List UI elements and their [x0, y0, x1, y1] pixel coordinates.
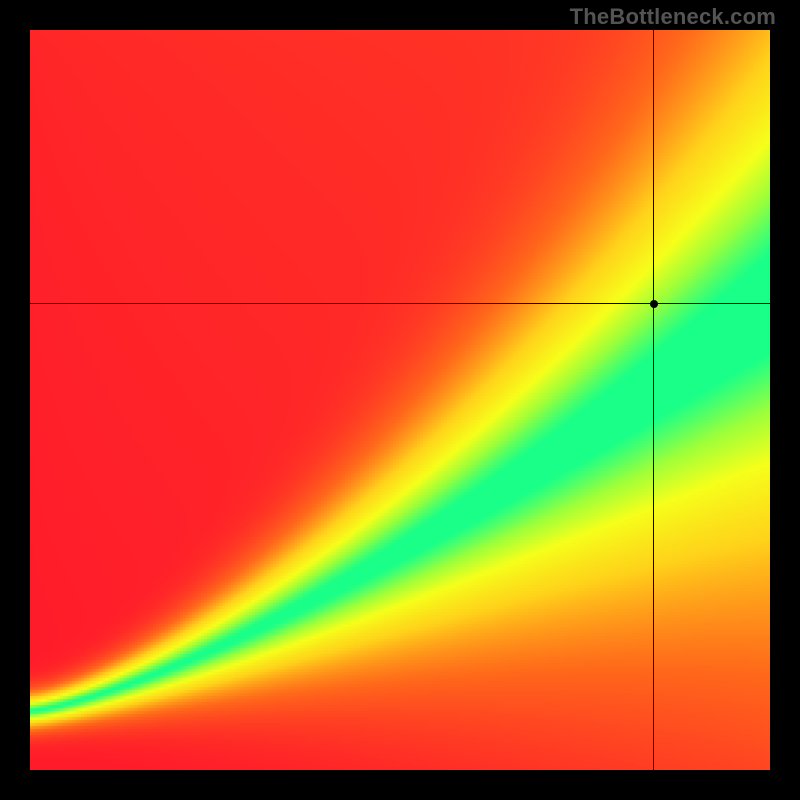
heatmap-canvas: [30, 30, 770, 770]
crosshair-vertical: [653, 30, 654, 770]
crosshair-marker: [650, 300, 658, 308]
watermark-text: TheBottleneck.com: [570, 4, 776, 30]
crosshair-horizontal: [30, 303, 770, 304]
